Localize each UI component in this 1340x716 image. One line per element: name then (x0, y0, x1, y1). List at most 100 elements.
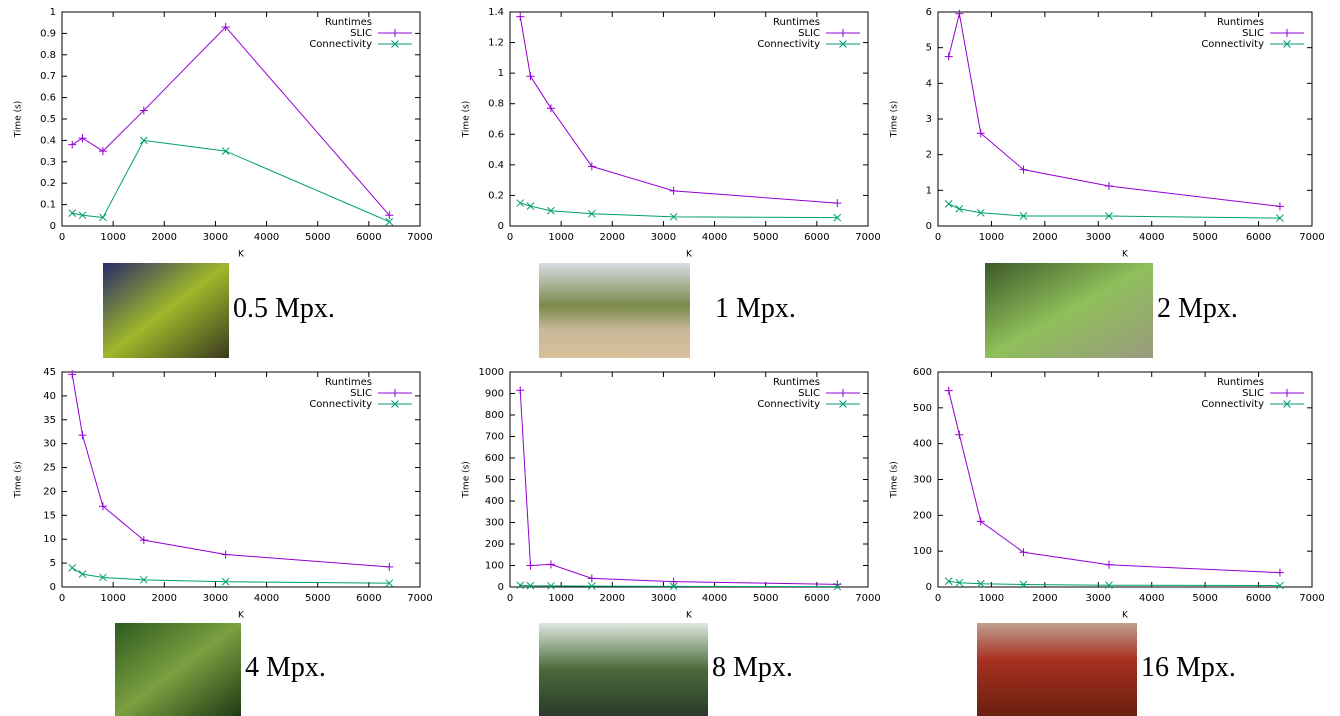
y-tick-label: 40 (43, 391, 56, 402)
point-marker (385, 211, 394, 220)
point-marker (587, 582, 596, 590)
point-marker (587, 162, 596, 171)
series-line (71, 26, 390, 216)
caption: 1 Mpx. (715, 293, 796, 324)
y-tick-label: 5 (926, 43, 932, 54)
y-tick-label: 0 (50, 221, 56, 232)
x-tick-label: 1000 (100, 593, 125, 604)
caption: 0.5 Mpx. (233, 293, 335, 324)
legend-label: Connectivity (309, 39, 372, 50)
point-marker (944, 52, 953, 61)
x-tick-label: 6000 (356, 593, 381, 604)
x-tick-label: 0 (59, 593, 65, 604)
y-tick-label: 6 (926, 7, 932, 18)
point-marker (955, 9, 964, 18)
x-tick-label: 0 (935, 593, 941, 604)
point-marker (99, 213, 107, 222)
x-tick-label: 5000 (1192, 593, 1217, 604)
y-tick-label: 4 (926, 78, 932, 89)
point-marker (68, 209, 77, 218)
x-tick-label: 1000 (979, 593, 1004, 604)
y-tick-label: 25 (43, 463, 56, 474)
legend-label: SLIC (798, 388, 820, 399)
point-marker (839, 29, 847, 37)
y-tick-label: 700 (485, 432, 504, 443)
point-marker (669, 212, 678, 221)
y-tick-label: 0.4 (40, 135, 56, 146)
x-axis-label: K (1122, 611, 1129, 621)
legend-label: Connectivity (1201, 399, 1264, 410)
y-tick-label: 500 (485, 475, 504, 486)
x-tick-label: 2000 (152, 593, 177, 604)
point-marker (839, 389, 847, 397)
legend-title: Runtimes (325, 377, 372, 388)
y-tick-label: 500 (913, 403, 932, 414)
point-marker (669, 582, 678, 591)
y-tick-label: 0 (498, 582, 504, 593)
x-tick-label: 4000 (254, 593, 279, 604)
y-tick-label: 0.8 (40, 50, 56, 61)
point-marker (546, 560, 555, 569)
point-marker (78, 134, 87, 143)
x-tick-label: 6000 (1246, 232, 1271, 243)
x-tick-label: 5000 (753, 232, 778, 243)
point-marker (1105, 581, 1113, 590)
y-tick-label: 0.2 (40, 178, 56, 189)
point-marker (669, 577, 678, 586)
series-line (71, 567, 390, 584)
point-marker (139, 136, 148, 145)
point-marker (1283, 389, 1291, 397)
thumbnail-image (539, 263, 690, 358)
x-tick-label: 7000 (855, 232, 880, 243)
y-axis-label: Time (s) (890, 101, 900, 139)
caption: 2 Mpx. (1157, 293, 1238, 324)
series-line (948, 390, 1280, 574)
legend-title: Runtimes (773, 377, 820, 388)
legend-label: Connectivity (309, 399, 372, 410)
point-marker (1019, 580, 1028, 589)
y-tick-label: 1 (50, 7, 56, 18)
y-tick-label: 100 (485, 561, 504, 572)
point-marker (955, 205, 964, 213)
legend-label: SLIC (350, 28, 372, 39)
y-tick-label: 0.5 (40, 114, 56, 125)
point-marker (944, 386, 953, 395)
series-line (948, 13, 1280, 207)
y-tick-label: 2 (926, 150, 932, 161)
caption: 8 Mpx. (712, 652, 793, 683)
point-marker (833, 199, 842, 208)
point-marker (669, 186, 678, 195)
x-tick-label: 5000 (305, 593, 330, 604)
y-tick-label: 0.8 (488, 99, 504, 110)
x-tick-label: 4000 (702, 232, 727, 243)
y-tick-label: 0 (498, 221, 504, 232)
point-marker (1276, 214, 1284, 223)
point-marker (546, 104, 555, 113)
y-tick-label: 1.4 (488, 7, 504, 18)
y-tick-label: 400 (485, 496, 504, 507)
point-marker (547, 206, 555, 215)
series-line (519, 390, 838, 585)
y-tick-label: 900 (485, 389, 504, 400)
legend-title: Runtimes (773, 17, 820, 28)
y-tick-label: 35 (43, 415, 56, 426)
point-marker (516, 581, 525, 590)
point-marker (1276, 581, 1284, 590)
series-line (520, 584, 838, 588)
y-tick-label: 300 (485, 518, 504, 529)
x-tick-label: 1000 (979, 232, 1004, 243)
legend-label: SLIC (1242, 388, 1264, 399)
point-marker (547, 582, 555, 590)
x-tick-label: 4000 (254, 232, 279, 243)
point-marker (391, 389, 399, 397)
x-tick-label: 6000 (804, 232, 829, 243)
legend-label: Connectivity (757, 39, 820, 50)
point-marker (391, 400, 399, 408)
thumbnail-image (103, 263, 229, 358)
y-tick-label: 0.7 (40, 71, 56, 82)
x-tick-label: 7000 (407, 593, 432, 604)
y-tick-label: 200 (913, 510, 932, 521)
y-tick-label: 0.6 (40, 93, 56, 104)
x-tick-label: 7000 (1299, 232, 1324, 243)
y-tick-label: 20 (43, 486, 56, 497)
